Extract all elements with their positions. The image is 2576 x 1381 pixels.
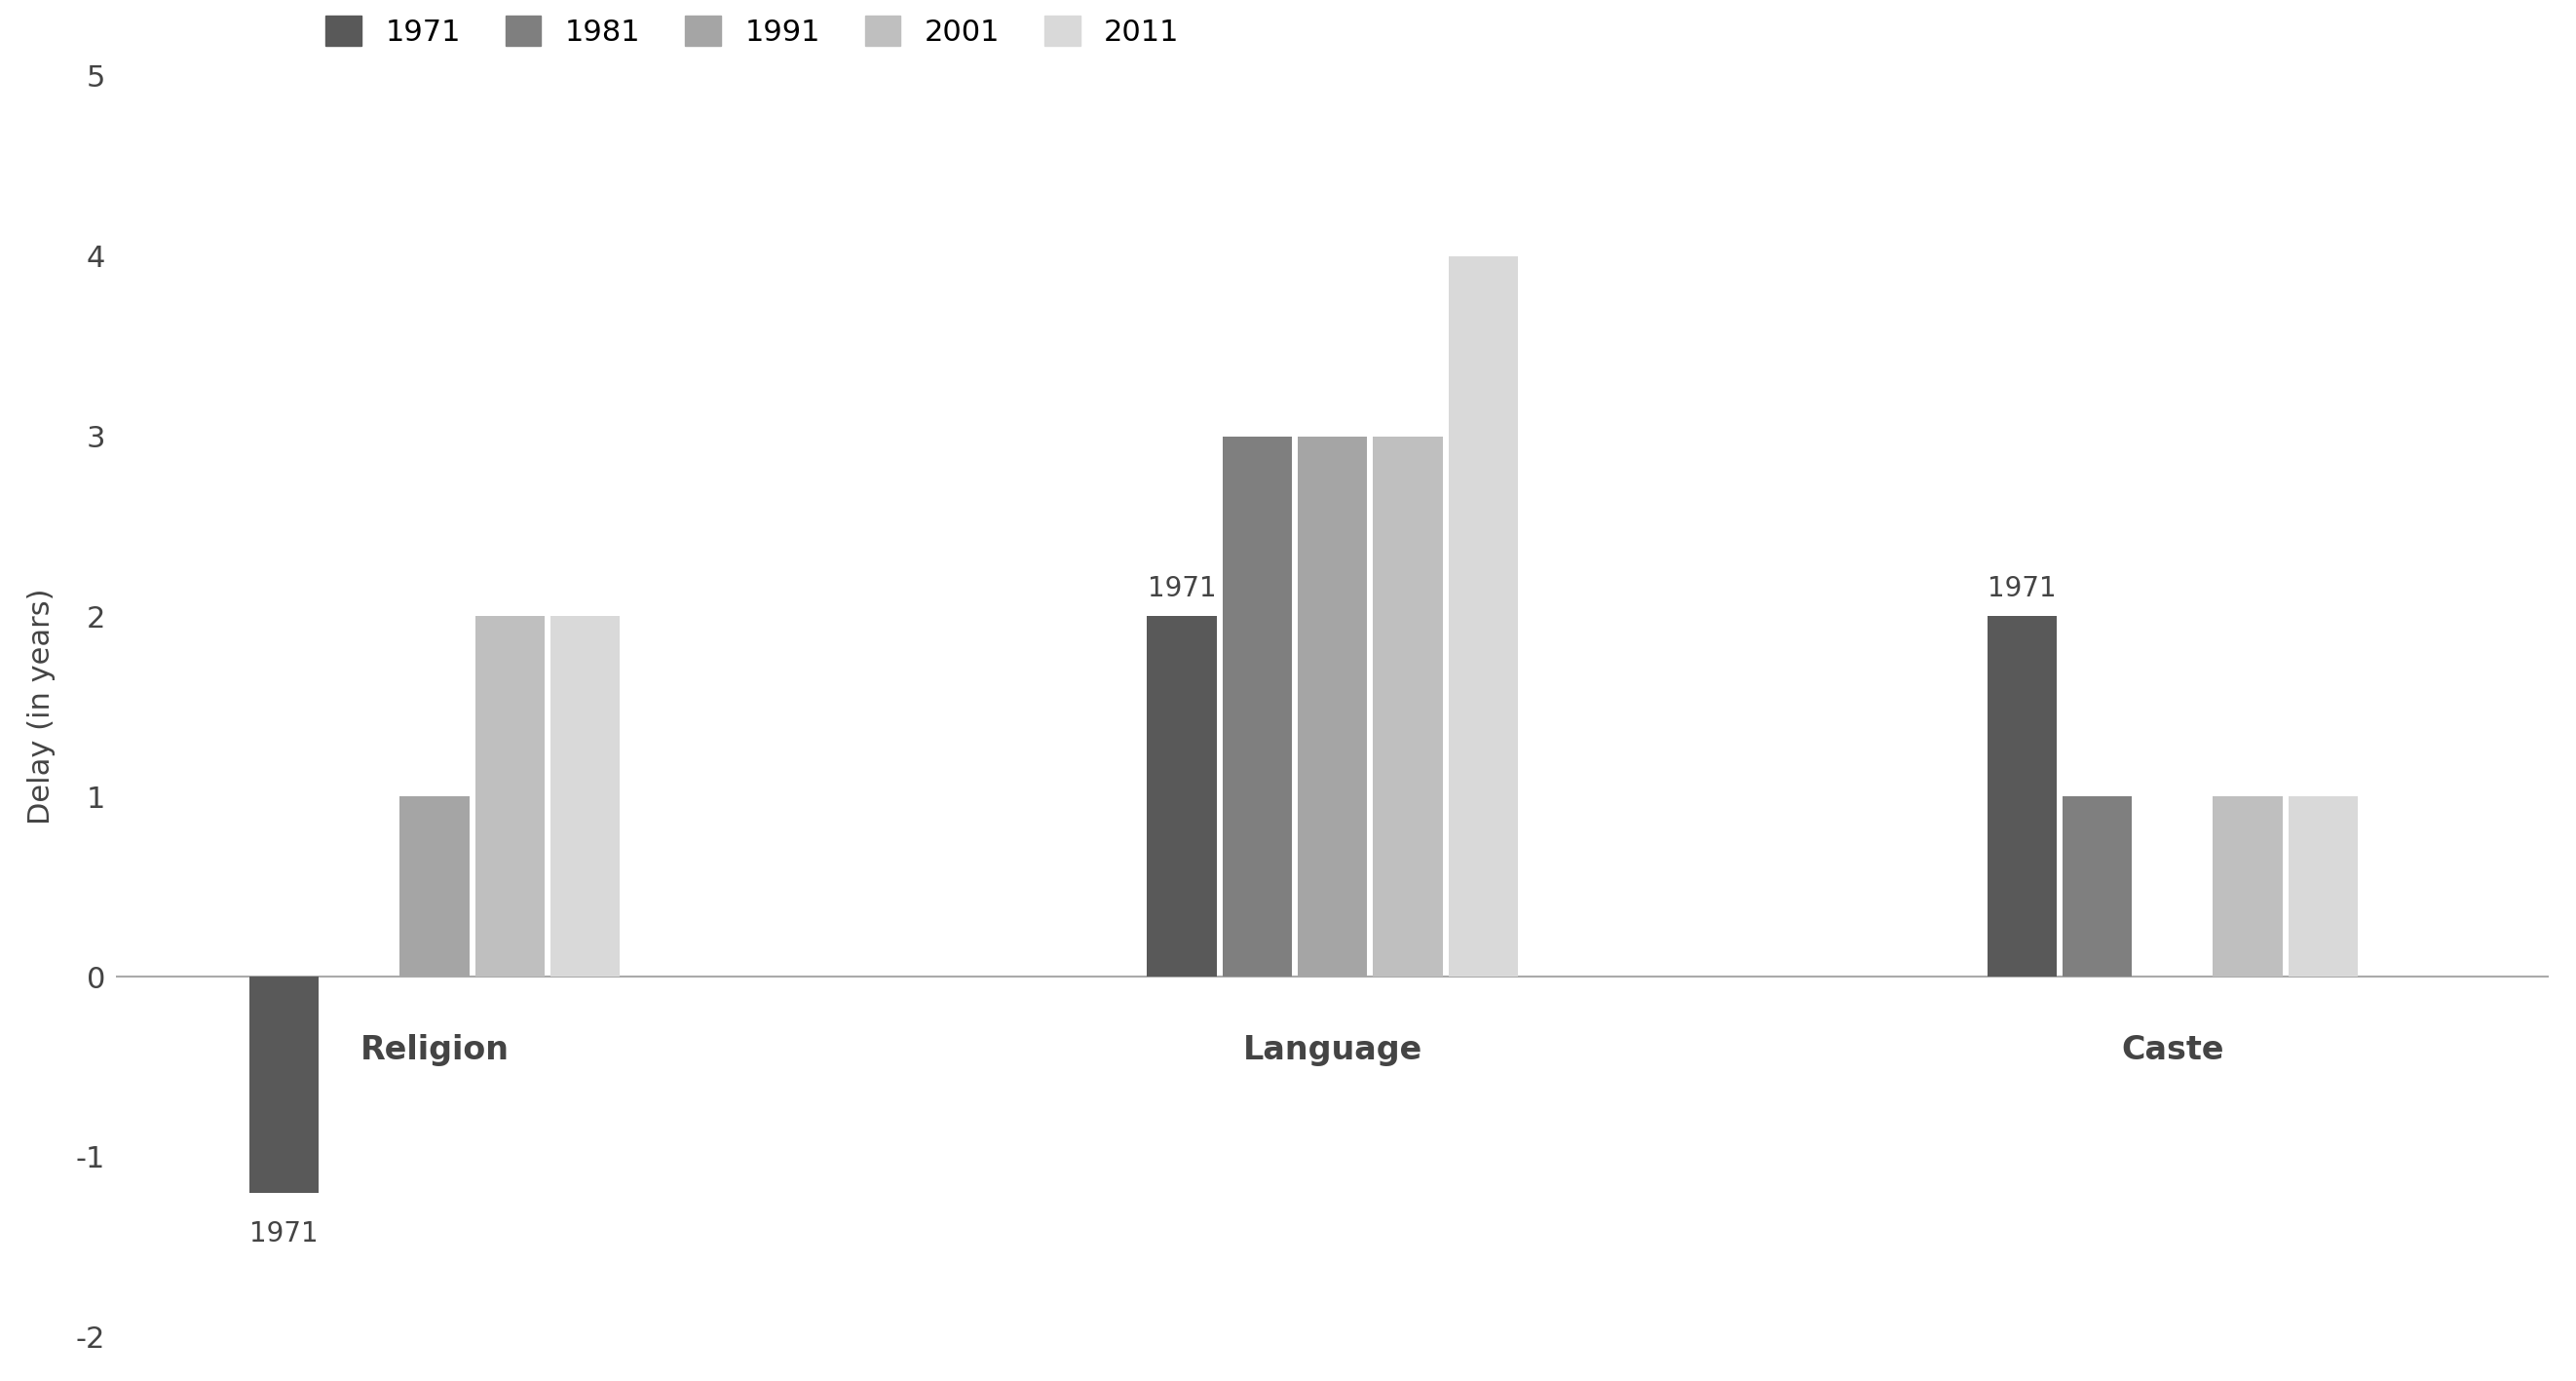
- Bar: [1146, 616, 1216, 976]
- Legend: 1971, 1981, 1991, 2001, 2011: 1971, 1981, 1991, 2001, 2011: [325, 15, 1180, 47]
- Bar: [1224, 436, 1293, 976]
- Text: Caste: Caste: [2120, 1034, 2223, 1066]
- Text: Religion: Religion: [361, 1034, 510, 1066]
- Bar: [250, 976, 319, 1193]
- Bar: [2063, 797, 2133, 976]
- Bar: [1298, 436, 1368, 976]
- Bar: [399, 797, 469, 976]
- Text: 1971: 1971: [1989, 574, 2056, 602]
- Bar: [1448, 255, 1517, 976]
- Bar: [551, 616, 621, 976]
- Bar: [1373, 436, 1443, 976]
- Text: 1971: 1971: [250, 1219, 319, 1247]
- Text: Language: Language: [1242, 1034, 1422, 1066]
- Y-axis label: Delay (in years): Delay (in years): [28, 588, 54, 824]
- Text: 1971: 1971: [1146, 574, 1216, 602]
- Bar: [2287, 797, 2357, 976]
- Bar: [1986, 616, 2056, 976]
- Bar: [474, 616, 544, 976]
- Bar: [2213, 797, 2282, 976]
